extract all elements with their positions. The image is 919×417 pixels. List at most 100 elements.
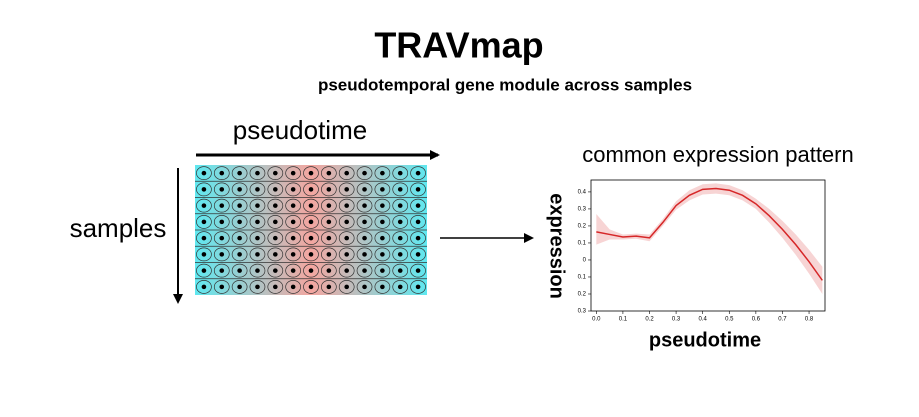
cell: [285, 231, 301, 245]
cell: [374, 215, 391, 229]
cell: [410, 166, 426, 180]
nucleus: [362, 235, 367, 241]
x-tick-label: 0.7: [778, 317, 787, 323]
cell: [392, 215, 409, 229]
nucleus: [344, 235, 349, 241]
cell: [231, 215, 248, 229]
plot-frame: [590, 179, 826, 312]
cell: [285, 263, 301, 278]
y-arrow-label: samples: [70, 213, 167, 243]
nucleus: [344, 219, 349, 225]
cell: [392, 247, 409, 262]
cell: [213, 280, 230, 294]
nucleus: [201, 203, 207, 208]
nucleus: [273, 203, 278, 208]
nucleus: [326, 252, 332, 257]
nucleus: [255, 284, 260, 290]
nucleus: [290, 268, 296, 273]
nucleus: [415, 235, 421, 241]
cell: [196, 263, 212, 278]
cell: [321, 247, 337, 262]
nucleus: [255, 235, 260, 241]
cell: [356, 231, 373, 245]
title: TRAVmap: [374, 25, 543, 66]
y-tick-label: 0.2: [578, 224, 587, 230]
y-tick-label: 0: [583, 258, 587, 264]
nucleus: [201, 170, 207, 176]
cell: [249, 215, 266, 229]
x-tick-label: 0.1: [619, 317, 628, 323]
nucleus: [362, 268, 367, 273]
nucleus: [397, 284, 403, 290]
nucleus: [237, 235, 242, 241]
trend-line: [596, 187, 823, 281]
cell: [285, 182, 301, 197]
cell: [196, 280, 212, 294]
nucleus: [201, 235, 207, 241]
cell: [267, 166, 284, 180]
x-arrow-label: pseudotime: [233, 115, 367, 145]
nucleus: [255, 187, 260, 192]
y-tick-label: 0.2: [578, 292, 587, 298]
cell: [356, 247, 373, 262]
nucleus: [326, 219, 332, 225]
nucleus: [397, 252, 403, 257]
nucleus: [273, 187, 278, 192]
nucleus: [415, 252, 421, 257]
nucleus: [344, 284, 349, 290]
cell: [303, 280, 319, 294]
cell: [231, 231, 248, 245]
nucleus: [308, 170, 314, 176]
nucleus: [237, 219, 242, 225]
nucleus: [290, 187, 296, 192]
cell: [213, 231, 230, 245]
nucleus: [237, 284, 242, 290]
nucleus: [308, 219, 314, 225]
cell: [231, 182, 248, 197]
nucleus: [415, 219, 421, 225]
cell: [249, 182, 266, 197]
cell: [374, 247, 391, 262]
cell: [410, 198, 426, 213]
cell: [338, 280, 355, 294]
cell: [392, 166, 409, 180]
nucleus: [380, 170, 385, 176]
cell: [356, 280, 373, 294]
nucleus: [380, 219, 385, 225]
x-tick-label: 0.4: [699, 317, 708, 323]
nucleus: [326, 187, 332, 192]
cell: [249, 247, 266, 262]
cell: [303, 198, 319, 213]
cell: [196, 182, 212, 197]
nucleus: [290, 219, 296, 225]
nucleus: [397, 170, 403, 176]
nucleus: [201, 284, 207, 290]
cell: [338, 231, 355, 245]
nucleus: [290, 284, 296, 290]
cell: [303, 166, 319, 180]
cell: [392, 182, 409, 197]
nucleus: [415, 268, 421, 273]
nucleus: [397, 235, 403, 241]
cell: [356, 166, 373, 180]
cell: [374, 263, 391, 278]
nucleus: [219, 284, 225, 290]
confidence-band: [596, 183, 823, 294]
cell: [196, 215, 212, 229]
cell: [267, 198, 284, 213]
y-tick-label: 0.3: [578, 309, 587, 315]
nucleus: [219, 170, 225, 176]
cell: [321, 182, 337, 197]
cell: [267, 247, 284, 262]
nucleus: [380, 268, 385, 273]
x-axis-label: pseudotime: [649, 329, 761, 351]
nucleus: [219, 219, 225, 225]
cell: [303, 182, 319, 197]
nucleus: [415, 203, 421, 208]
cell: [196, 166, 212, 180]
nucleus: [326, 235, 332, 241]
cell: [374, 182, 391, 197]
nucleus: [219, 268, 225, 273]
nucleus: [201, 252, 207, 257]
subtitle: pseudotemporal gene module across sample…: [318, 75, 692, 94]
